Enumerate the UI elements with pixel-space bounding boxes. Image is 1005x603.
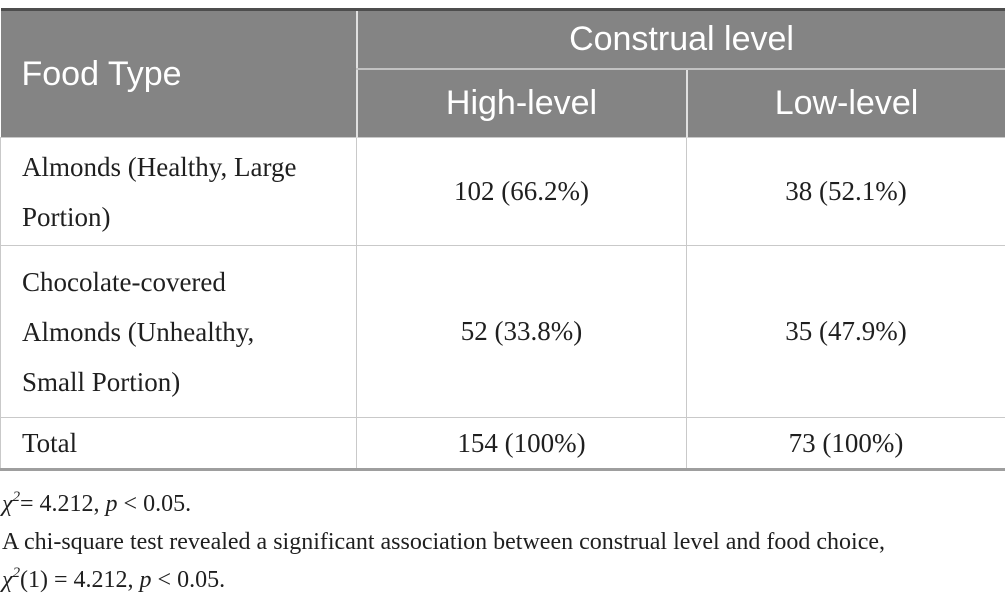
footnote-chi-square-df: χ2(1) = 4.212, p < 0.05. (2, 561, 1005, 599)
construal-level-header-cell: Construal level (355, 9, 1005, 70)
p-symbol: p (139, 567, 152, 593)
high-level-header-cell: High-level (355, 68, 687, 138)
p-symbol: p (105, 491, 118, 517)
header-group-row: Food Type Construal level (0, 9, 1005, 138)
low-level-value-cell: 73 (100%) (685, 417, 1005, 470)
table-row: Total 154 (100%) 73 (100%) (0, 417, 1005, 470)
table-row: Chocolate-covered Almonds (Unhealthy, Sm… (0, 245, 1005, 418)
row-label-cell: Almonds (Healthy, Large Portion) (0, 137, 357, 246)
chi-value-text: (1) = 4.212, (20, 567, 140, 593)
table-header: Food Type Construal level High-level Low… (0, 9, 1005, 138)
table-body: Almonds (Healthy, Large Portion) 102 (66… (0, 137, 1005, 470)
low-level-value-cell: 35 (47.9%) (685, 245, 1005, 418)
high-level-value-cell: 154 (100%) (356, 417, 687, 470)
footnote-description: A chi-square test revealed a significant… (2, 529, 885, 555)
header-sub-row: High-level Low-level (1, 68, 1005, 138)
construal-food-table: Food Type Construal level High-level Low… (0, 8, 1005, 471)
food-type-header-cell: Food Type (0, 9, 357, 138)
row-label-cell: Chocolate-covered Almonds (Unhealthy, Sm… (0, 245, 357, 418)
table-footnotes: χ2= 4.212, p < 0.05. A chi-square test r… (0, 485, 1005, 599)
row-label-cell: Total (0, 417, 357, 470)
p-value-text: < 0.05. (151, 567, 226, 593)
table-row: Almonds (Healthy, Large Portion) 102 (66… (0, 137, 1005, 246)
high-level-value-cell: 52 (33.8%) (356, 245, 687, 418)
chi-value-text: = 4.212, (20, 491, 106, 517)
low-level-header-cell: Low-level (685, 68, 1005, 138)
footnote-chi-square: χ2= 4.212, p < 0.05. (2, 485, 1005, 523)
chi-symbol: χ (2, 567, 13, 593)
chi-symbol: χ (2, 491, 13, 517)
low-level-value-cell: 38 (52.1%) (685, 137, 1005, 246)
chi-exponent: 2 (12, 488, 20, 505)
chi-exponent: 2 (12, 564, 20, 581)
p-value-text: < 0.05. (117, 491, 192, 517)
high-level-value-cell: 102 (66.2%) (356, 137, 687, 246)
